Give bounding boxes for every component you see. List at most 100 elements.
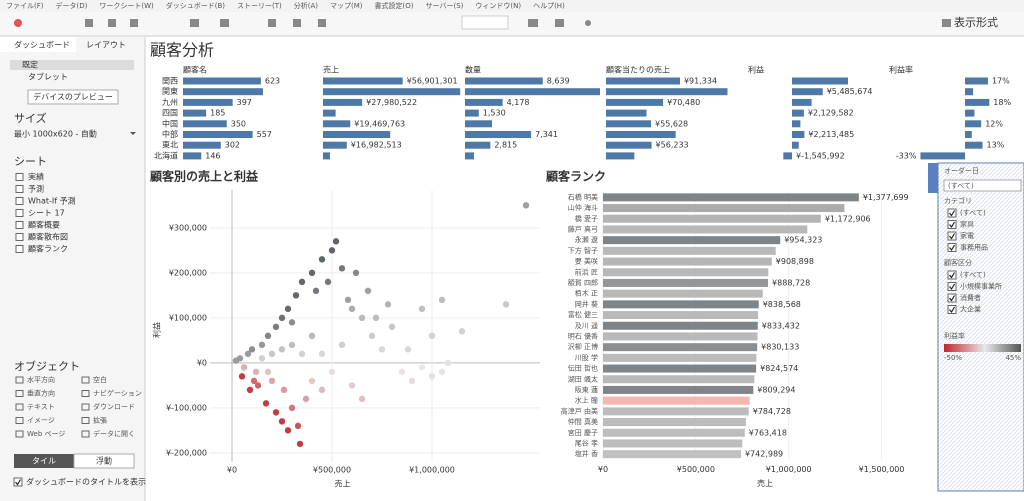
filter-handle[interactable] (928, 163, 938, 193)
filter-option[interactable]: 家具 (960, 220, 974, 229)
data-label: 397 (237, 98, 252, 107)
toggle-label[interactable]: タイル (32, 457, 56, 466)
filter-option[interactable]: 事務用品 (960, 243, 988, 252)
filter-option[interactable]: 大企業 (960, 305, 981, 314)
checkbox[interactable] (947, 282, 957, 291)
scatter-point (378, 346, 386, 353)
object-icon (15, 430, 24, 438)
menu-item[interactable]: ヘルプ(H) (533, 2, 565, 10)
checkbox[interactable] (947, 208, 957, 218)
checkbox[interactable] (13, 477, 23, 487)
summary-bar (183, 109, 207, 117)
menu-item[interactable]: データ(D) (56, 1, 88, 10)
sheet-item[interactable]: 顧客概要 (28, 220, 60, 230)
left-panel (0, 37, 145, 501)
object-item[interactable]: ダウンロード (93, 402, 135, 411)
x-tick-label: ¥0 (598, 465, 608, 474)
object-item[interactable]: Web ページ (27, 430, 65, 438)
object-item[interactable]: テキスト (27, 403, 55, 411)
check-mark (949, 295, 956, 302)
menu-item[interactable]: ファイル(F) (6, 2, 44, 10)
sheet-item[interactable]: 実績 (28, 172, 44, 182)
sheet-item[interactable]: What-If 予測 (28, 196, 76, 206)
scatter-point (324, 278, 332, 286)
show-me[interactable]: 表示形式 (954, 16, 998, 29)
sheet-icon (15, 209, 24, 217)
device-item[interactable]: タブレット (28, 72, 68, 82)
filter-option[interactable]: 消費者 (960, 293, 981, 302)
menu-item[interactable]: ストーリー(T) (237, 2, 282, 10)
column-header: 利益 (748, 65, 764, 75)
menu-item[interactable]: ウィンドウ(N) (475, 2, 521, 10)
menu-item[interactable]: ダッシュボード(B) (166, 1, 226, 10)
button[interactable] (27, 89, 119, 105)
object-item[interactable]: 水平方向 (27, 375, 55, 384)
menu-item[interactable]: ワークシート(W) (99, 2, 154, 10)
summary-bar (183, 141, 221, 149)
category-label: 下方 智子 (568, 246, 598, 255)
object-item[interactable]: 拡張 (93, 416, 107, 425)
bar (603, 268, 769, 277)
scatter-point (318, 386, 326, 394)
dropdown-value[interactable]: (すべて) (948, 182, 974, 190)
object-item[interactable]: ナビゲーション (93, 389, 142, 398)
data-label: 13% (987, 141, 1005, 150)
device-item[interactable]: 既定 (22, 61, 38, 70)
column-header: 顧客当たりの売上 (606, 65, 670, 75)
scatter-point (338, 265, 346, 272)
menu-item[interactable]: 分析(A) (294, 1, 319, 10)
summary-bar (965, 98, 990, 106)
toggle[interactable] (73, 453, 135, 469)
checkbox[interactable] (947, 231, 957, 241)
object-item[interactable]: 垂直方向 (27, 389, 55, 398)
object-icon (15, 390, 24, 397)
data-label: ¥1,172,906 (825, 214, 871, 223)
filter-option[interactable]: 小規模事業所 (960, 282, 1002, 291)
region-label: 四国 (162, 109, 178, 118)
object-item[interactable]: イメージ (27, 417, 55, 425)
sheet-item[interactable]: 顧客散布図 (28, 232, 68, 242)
sheet-item[interactable]: シート 17 (28, 209, 65, 218)
size-value[interactable]: 最小 1000x620 - 自動 (14, 129, 97, 139)
dropdown[interactable] (943, 179, 1022, 192)
menu-item[interactable]: 書式設定(O) (375, 1, 414, 10)
scatter-point (238, 373, 246, 380)
sheet-icon (15, 197, 24, 205)
summary-bar (606, 109, 647, 117)
checkbox[interactable] (947, 270, 957, 280)
checkbox[interactable] (947, 293, 957, 303)
tab-active[interactable] (0, 37, 76, 52)
filter-option[interactable]: (すべて) (960, 209, 986, 217)
toggle-label[interactable]: 浮動 (96, 456, 112, 466)
button-label[interactable]: デバイスのプレビュー (33, 92, 113, 102)
summary-bar (606, 88, 728, 96)
tab[interactable]: ダッシュボード (14, 40, 70, 50)
scatter-point (438, 368, 446, 376)
region-label: 東北 (162, 140, 178, 150)
sheet-item[interactable]: 顧客ランク (28, 244, 68, 254)
checkbox[interactable] (947, 243, 957, 252)
checkbox-label[interactable]: ダッシュボードのタイトルを表示 (26, 477, 146, 487)
category-label: 額賀 四郎 (568, 278, 598, 287)
menu-item[interactable]: サーバー(S) (426, 2, 464, 10)
toggle-active[interactable] (14, 454, 74, 468)
scatter-point (298, 278, 306, 286)
filter-option[interactable]: (すべて) (960, 271, 986, 279)
scatter-point (368, 332, 376, 340)
data-label: ¥16,982,513 (351, 141, 402, 150)
object-icon (81, 430, 90, 438)
object-item[interactable]: 空白 (93, 375, 107, 384)
data-label: ¥2,213,485 (808, 130, 854, 139)
bar (603, 214, 821, 223)
summary-bar (606, 152, 635, 160)
scatter-point (344, 296, 352, 304)
sheet-item[interactable]: 予測 (28, 184, 44, 194)
menu-item[interactable]: マップ(M) (330, 2, 363, 10)
checkbox[interactable] (947, 220, 957, 229)
bar (603, 236, 781, 245)
checkbox[interactable] (947, 305, 957, 314)
object-item[interactable]: データに開く (93, 429, 135, 438)
tab[interactable]: レイアウト (86, 41, 126, 50)
filter-option[interactable]: 家電 (960, 231, 974, 240)
